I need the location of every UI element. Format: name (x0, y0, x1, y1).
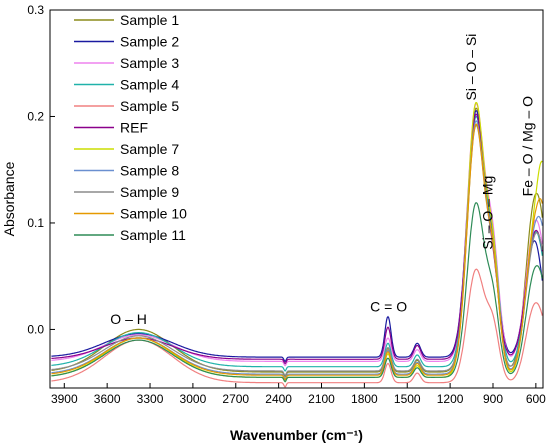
x-tick-label: 900 (483, 392, 503, 406)
series-line (51, 202, 543, 383)
x-tick-label: 600 (526, 392, 546, 406)
legend-label: Sample 5 (120, 98, 179, 114)
x-tick-label: 2700 (222, 392, 249, 406)
legend-label: Sample 7 (120, 141, 179, 157)
x-tick-label: 2400 (265, 392, 292, 406)
y-tick-label: 0.0 (27, 322, 44, 336)
y-tick-label: 0.2 (27, 109, 44, 123)
legend-label: Sample 10 (120, 206, 187, 222)
x-tick-label: 1200 (437, 392, 464, 406)
legend-label: Sample 11 (120, 227, 186, 243)
x-tick-label: 3000 (180, 392, 207, 406)
y-tick-label: 0.1 (27, 216, 44, 230)
legend-label: Sample 8 (120, 163, 179, 179)
legend-label: Sample 3 (120, 55, 179, 71)
y-tick-label: 0.3 (27, 3, 44, 17)
axis-ticks: 3900 3600 3300 3000 2700 2400 2100 1800 1500 1200… (27, 3, 546, 406)
plot-lines (51, 101, 543, 388)
legend-label: Sample 4 (120, 77, 179, 93)
x-tick-label: 1500 (394, 392, 421, 406)
x-tick-label: 1800 (351, 392, 378, 406)
annotations: O – H C = O Si – O – Si Si – O – Mg Fe – O /… (110, 34, 535, 328)
y-axis-title: Absorbance (1, 161, 17, 236)
legend: Sample 1 Sample 2 Sample 3 Sample 4 Sample 5… (74, 12, 187, 243)
annotation-label: Fe – O / Mg – O (519, 96, 535, 196)
legend-label: Sample 1 (120, 12, 179, 28)
x-tick-label: 2100 (308, 392, 335, 406)
annotation-label: C = O (370, 298, 407, 314)
legend-label: REF (120, 120, 148, 136)
annotation-label: Si – O – Mg (479, 176, 495, 250)
x-tick-label: 3900 (51, 392, 78, 406)
x-axis-title: Wavenumber (cm⁻¹) (230, 427, 363, 443)
series-line (51, 123, 543, 381)
x-tick-label: 3300 (137, 392, 164, 406)
legend-label: Sample 2 (120, 34, 179, 50)
legend-label: Sample 9 (120, 184, 179, 200)
series-line (51, 268, 543, 388)
annotation-label: Si – O – Si (463, 34, 479, 101)
x-tick-label: 3600 (94, 392, 121, 406)
plot-frame (49, 9, 544, 389)
annotation-label: O – H (110, 311, 147, 327)
